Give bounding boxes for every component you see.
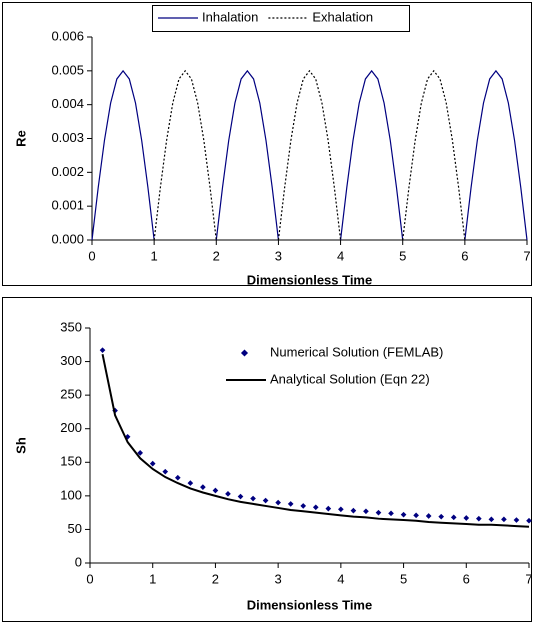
x-tick-label: 4	[337, 571, 344, 586]
panel-frame	[2, 2, 532, 286]
data-point	[438, 513, 445, 520]
panel-frame	[2, 297, 532, 622]
y-tick-label: 350	[60, 319, 82, 334]
y-tick-label: 50	[68, 521, 82, 536]
x-tick-label: 0	[88, 248, 95, 263]
x-axis-title: Dimensionless Time	[247, 597, 372, 612]
y-tick-label: 0.000	[51, 231, 84, 246]
x-tick-label: 5	[399, 248, 406, 263]
legend-label: Analytical Solution (Eqn 22)	[270, 371, 430, 386]
data-point	[425, 513, 432, 519]
y-tick-label: 300	[60, 353, 82, 368]
data-point	[262, 497, 269, 504]
data-point	[137, 450, 143, 456]
series-line	[91, 69, 528, 241]
legend-label: Exhalation	[312, 9, 373, 24]
legend-label: Inhalation	[202, 9, 258, 24]
y-axis-title: Re	[13, 130, 28, 147]
data-point	[400, 511, 407, 518]
x-tick-label: 7	[525, 571, 532, 586]
legend-label: Numerical Solution (FEMLAB)	[270, 344, 443, 359]
legend: Inhalation Exhalation	[152, 5, 410, 32]
data-point	[501, 516, 507, 523]
data-point	[363, 508, 369, 515]
y-tick-label: 0.006	[51, 28, 84, 43]
data-point	[250, 495, 256, 502]
data-point	[488, 516, 495, 523]
x-tick-label: 5	[400, 571, 407, 586]
data-point	[338, 506, 344, 513]
legend-swatch	[240, 349, 249, 357]
data-point	[212, 487, 219, 494]
y-tick-label: 0.001	[51, 198, 84, 213]
x-tick-label: 1	[151, 248, 158, 263]
y-axis-title: Sh	[13, 437, 28, 454]
y-tick-label: 0.002	[51, 164, 84, 179]
data-point	[463, 515, 470, 521]
data-point	[300, 503, 307, 509]
y-tick-label: 0	[75, 554, 82, 569]
data-point	[513, 517, 520, 523]
y-tick-label: 250	[60, 387, 82, 402]
y-tick-label: 0.005	[51, 62, 84, 77]
series-line	[101, 353, 530, 528]
x-tick-label: 3	[275, 248, 282, 263]
data-point	[275, 499, 281, 506]
data-point	[375, 509, 382, 516]
data-point	[287, 501, 294, 507]
y-tick-label: 100	[60, 487, 82, 502]
data-point	[225, 491, 231, 497]
y-tick-label: 0.003	[51, 130, 84, 145]
x-tick-label: 0	[86, 571, 93, 586]
data-point	[312, 504, 319, 511]
data-point	[237, 493, 244, 500]
data-point	[413, 512, 419, 519]
y-tick-label: 150	[60, 454, 82, 469]
data-point	[200, 484, 206, 490]
x-tick-label: 4	[337, 248, 344, 263]
data-point	[526, 517, 532, 524]
data-point	[476, 515, 482, 522]
data-point	[450, 514, 457, 521]
x-tick-label: 2	[213, 248, 220, 263]
x-tick-label: 1	[149, 571, 156, 586]
data-point	[187, 480, 194, 486]
data-point	[350, 507, 357, 514]
y-tick-label: 200	[60, 420, 82, 435]
y-tick-label: 0.004	[51, 96, 84, 111]
x-tick-label: 6	[463, 571, 470, 586]
data-point	[325, 505, 332, 512]
x-axis-title: Dimensionless Time	[247, 272, 372, 287]
series-line	[153, 69, 466, 241]
x-tick-label: 7	[523, 248, 530, 263]
data-point	[388, 510, 394, 517]
legend: Numerical Solution (FEMLAB) Analytical So…	[226, 344, 443, 386]
data-point	[99, 347, 106, 353]
data-point	[174, 474, 181, 481]
data-point	[162, 468, 169, 475]
x-tick-label: 3	[275, 571, 282, 586]
x-tick-label: 2	[212, 571, 219, 586]
data-point	[149, 460, 156, 467]
x-tick-label: 6	[461, 248, 468, 263]
